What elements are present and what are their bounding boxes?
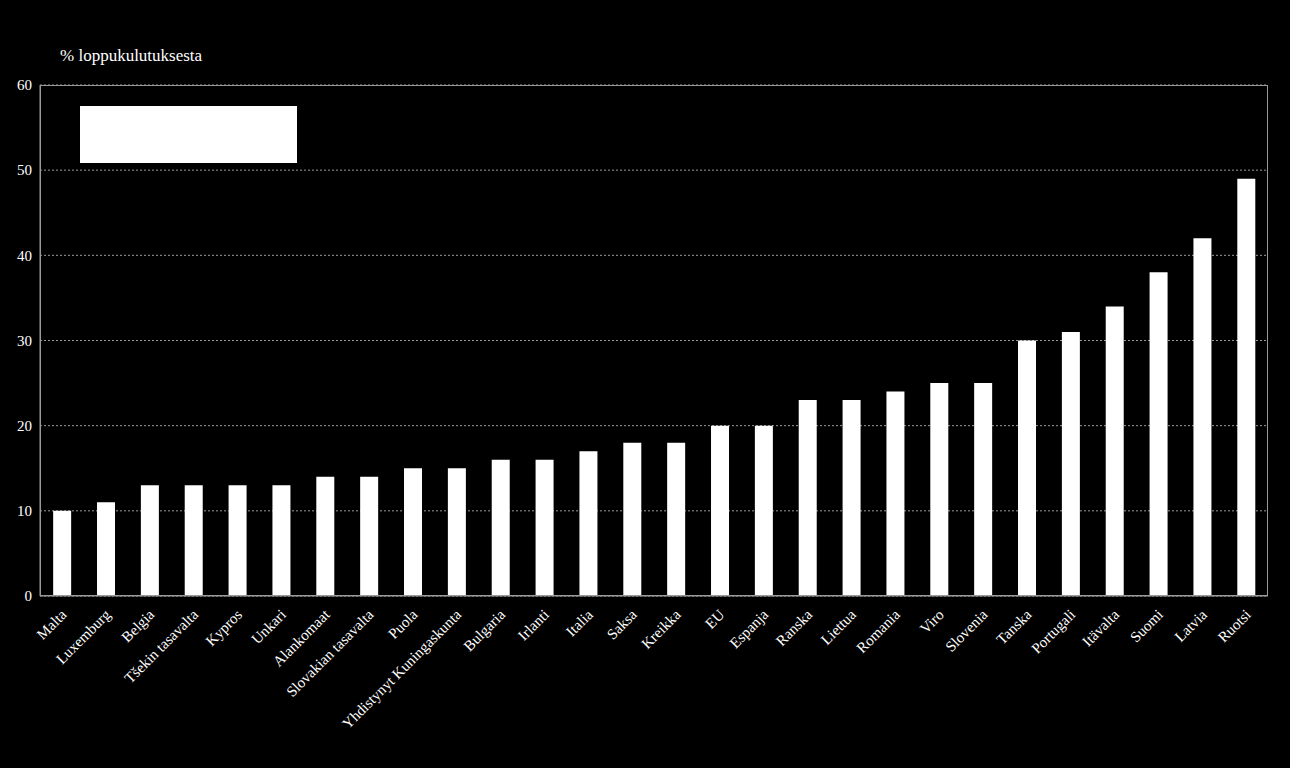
svg-text:Luxemburg: Luxemburg	[53, 606, 114, 667]
svg-text:0: 0	[25, 588, 33, 604]
svg-text:Unkari: Unkari	[248, 606, 289, 647]
svg-text:Espanja: Espanja	[727, 606, 772, 651]
svg-text:Ranska: Ranska	[773, 606, 816, 649]
svg-text:Tšekin tasavalta: Tšekin tasavalta	[121, 606, 201, 686]
svg-text:Viro: Viro	[917, 606, 947, 636]
svg-text:Tanska: Tanska	[993, 606, 1034, 647]
svg-text:Liettua: Liettua	[818, 606, 860, 648]
svg-text:40: 40	[17, 248, 32, 264]
html-text:% loppukulutuksesta: % loppukulutuksesta	[60, 46, 203, 65]
svg-text:Yhdistynyt Kuningaskunta: Yhdistynyt Kuningaskunta	[339, 606, 465, 732]
svg-text:30: 30	[17, 333, 32, 349]
svg-text:Bulgaria: Bulgaria	[460, 606, 508, 654]
svg-text:Belgia: Belgia	[118, 606, 157, 645]
svg-text:Saksa: Saksa	[604, 606, 640, 642]
svg-text:Kreikka: Kreikka	[638, 606, 684, 652]
svg-text:Romania: Romania	[853, 606, 903, 656]
svg-text:Slovakian tasavalta: Slovakian tasavalta	[283, 606, 377, 700]
svg-text:Alankomaat: Alankomaat	[269, 606, 333, 670]
svg-text:60: 60	[17, 77, 32, 93]
svg-text:Irlanti: Irlanti	[515, 606, 552, 643]
svg-text:Kypros: Kypros	[203, 606, 246, 649]
svg-text:Itävalta: Itävalta	[1079, 606, 1122, 649]
svg-text:EU: EU	[702, 606, 728, 632]
svg-text:Italia: Italia	[563, 606, 596, 639]
svg-text:10: 10	[17, 503, 32, 519]
svg-text:Malta: Malta	[34, 606, 70, 642]
svg-text:Suomi: Suomi	[1127, 606, 1166, 645]
svg-text:Ruotsi: Ruotsi	[1215, 606, 1254, 645]
svg-text:Latvia: Latvia	[1172, 606, 1211, 645]
svg-text:Slovenia: Slovenia	[942, 606, 991, 655]
svg-text:20: 20	[17, 418, 32, 434]
svg-text:Puola: Puola	[385, 606, 421, 642]
svg-text:Portugali: Portugali	[1028, 606, 1078, 656]
svg-text:50: 50	[17, 162, 32, 178]
